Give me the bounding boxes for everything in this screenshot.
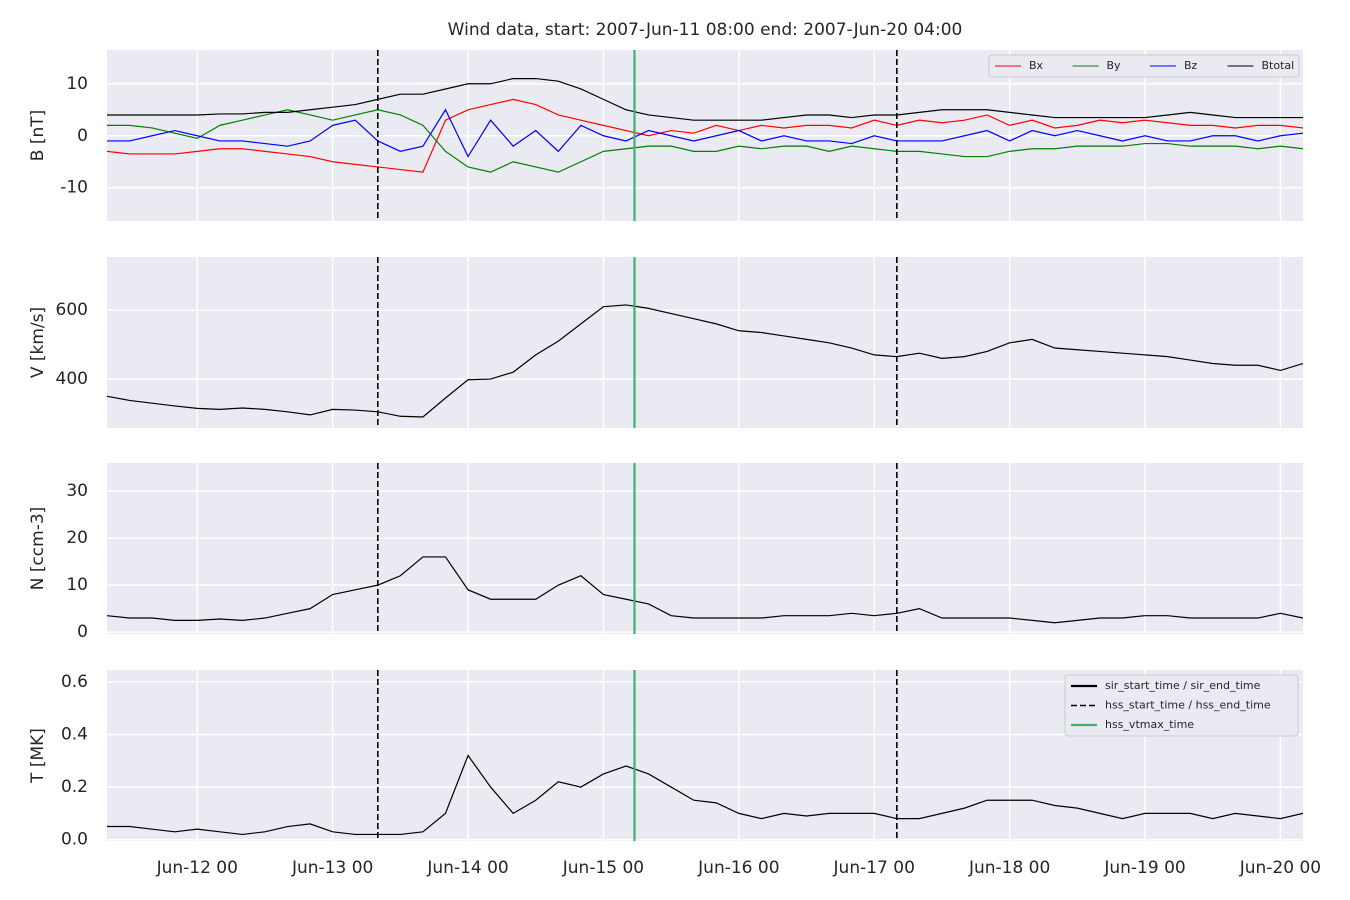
legend-label: Bz xyxy=(1184,59,1198,72)
legend-label: sir_start_time / sir_end_time xyxy=(1105,679,1261,692)
x-tick-label: Jun-17 00 xyxy=(833,858,915,878)
y-tick-label: 0 xyxy=(77,126,88,146)
y-tick-label: 400 xyxy=(56,369,88,389)
legend-label: Bx xyxy=(1029,59,1044,72)
y-tick-label: 10 xyxy=(66,74,88,94)
chart-title: Wind data, start: 2007-Jun-11 08:00 end:… xyxy=(448,20,963,40)
data-line xyxy=(107,98,1303,173)
plot-area xyxy=(107,257,1303,428)
y-tick-label: -10 xyxy=(60,178,88,198)
x-tick-label: Jun-18 00 xyxy=(968,858,1050,878)
x-tick-label: Jun-14 00 xyxy=(426,858,508,878)
legend-label: By xyxy=(1107,59,1122,72)
y-tick-label: 0.6 xyxy=(61,672,88,692)
y-axis-label: V [km/s] xyxy=(28,307,48,378)
data-line xyxy=(107,556,1303,624)
data-line xyxy=(107,304,1303,418)
x-tick-label: Jun-16 00 xyxy=(697,858,779,878)
legend-box xyxy=(988,54,1300,78)
y-tick-label: 0.2 xyxy=(61,777,88,797)
data-line xyxy=(107,108,1303,158)
y-tick-label: 30 xyxy=(66,481,88,501)
legend-box xyxy=(1064,674,1299,737)
legend-label: hss_start_time / hss_end_time xyxy=(1105,699,1271,712)
x-tick-label: Jun-15 00 xyxy=(562,858,644,878)
plot-area xyxy=(107,463,1303,634)
x-tick-label: Jun-13 00 xyxy=(291,858,373,878)
data-line xyxy=(107,77,1303,121)
x-tick-label: Jun-12 00 xyxy=(156,858,238,878)
y-axis-label: T [MK] xyxy=(28,728,48,784)
y-tick-label: 600 xyxy=(56,300,88,320)
x-tick-label: Jun-19 00 xyxy=(1103,858,1185,878)
y-tick-label: 20 xyxy=(66,528,88,548)
y-axis-label: B [nT] xyxy=(28,110,48,162)
y-tick-label: 0.0 xyxy=(61,830,88,850)
data-line xyxy=(107,109,1303,173)
data-line xyxy=(107,754,1303,836)
y-axis-label: N [ccm-3] xyxy=(28,507,48,591)
x-tick-label: Jun-20 00 xyxy=(1239,858,1321,878)
legend-label: hss_vtmax_time xyxy=(1105,718,1194,731)
y-tick-label: 0.4 xyxy=(61,724,88,744)
y-tick-label: 10 xyxy=(66,575,88,595)
y-tick-label: 0 xyxy=(77,622,88,642)
legend-label: Btotal xyxy=(1262,59,1295,72)
